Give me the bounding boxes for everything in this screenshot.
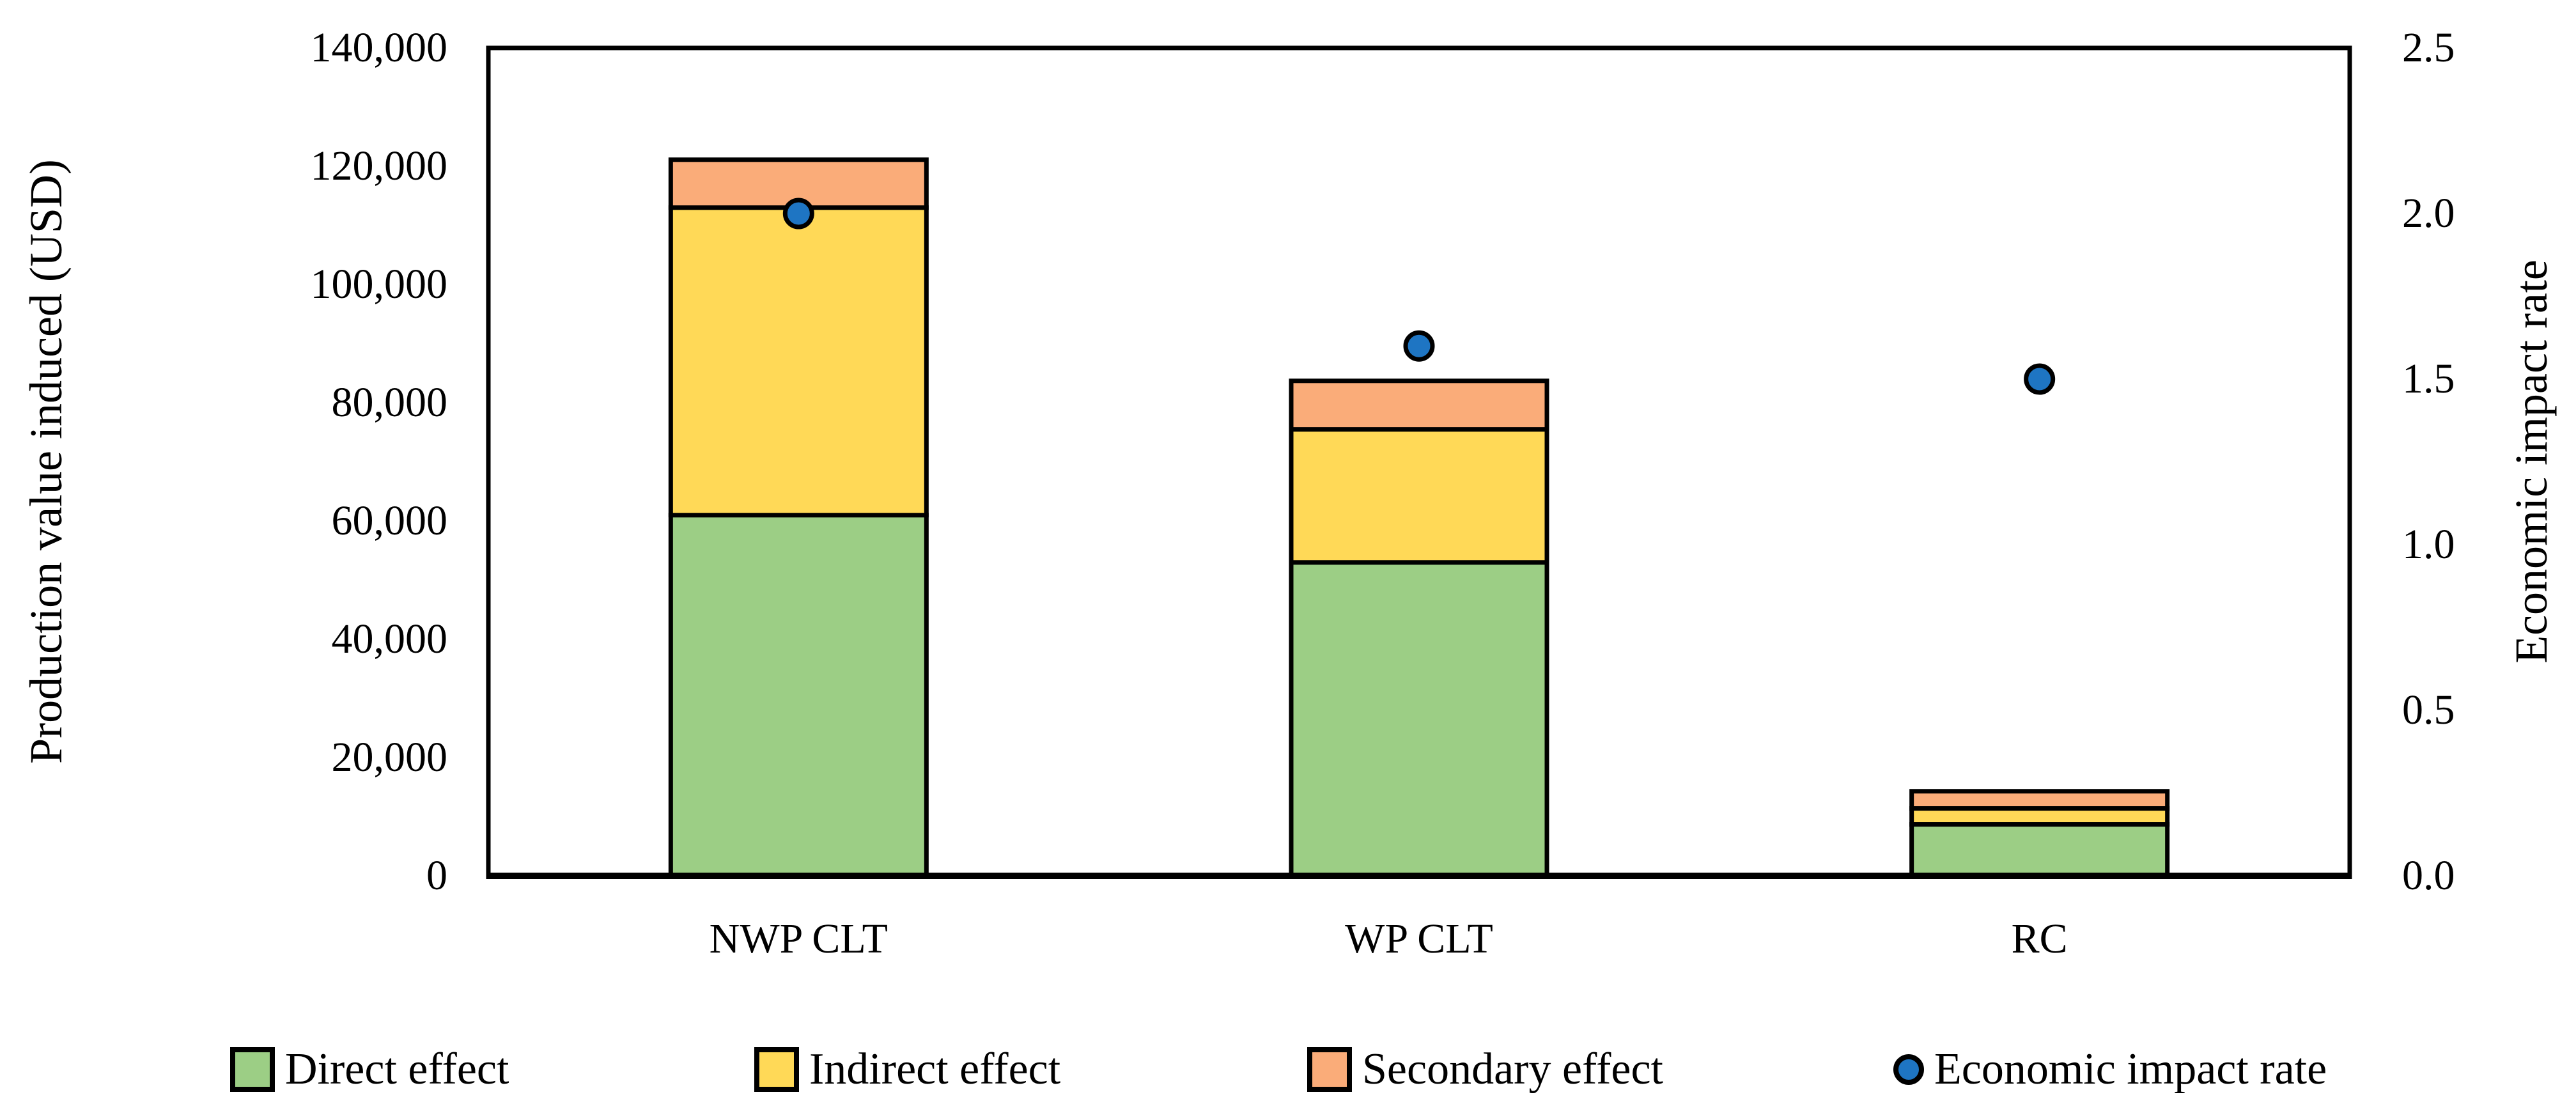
legend-label: Indirect effect bbox=[809, 1045, 1061, 1094]
bar-segment-direct-effect-rc bbox=[1909, 822, 2170, 878]
legend-entry-economic-impact-rate: Economic impact rate bbox=[1893, 1041, 2327, 1098]
bar-segment-direct-effect-nwp-clt bbox=[668, 513, 929, 878]
legend-entry-secondary-effect: Secondary effect bbox=[1307, 1041, 1663, 1098]
legend-entry-indirect-effect: Indirect effect bbox=[754, 1041, 1060, 1098]
y-axis-tick-20000: 20,000 bbox=[331, 734, 448, 781]
right-axis-title: Economic impact rate bbox=[2506, 260, 2557, 664]
category-label-wp-clt: WP CLT bbox=[1345, 915, 1493, 962]
category-label-rc: RC bbox=[2011, 915, 2068, 962]
legend-entry-direct-effect: Direct effect bbox=[230, 1041, 509, 1098]
bar-segment-direct-effect-wp-clt bbox=[1289, 560, 1549, 878]
y2-axis-tick-1.5: 1.5 bbox=[2402, 355, 2455, 402]
legend-square-swatch bbox=[754, 1047, 799, 1092]
legend-square-swatch bbox=[1307, 1047, 1352, 1092]
category-label-nwp-clt: NWP CLT bbox=[709, 915, 888, 962]
y-axis-tick-60000: 60,000 bbox=[331, 497, 448, 544]
bar-segment-secondary-effect-rc bbox=[1909, 789, 2170, 811]
bar-segment-indirect-effect-nwp-clt bbox=[668, 205, 929, 518]
y2-axis-tick-1.0: 1.0 bbox=[2402, 521, 2455, 568]
y2-axis-tick-2.5: 2.5 bbox=[2402, 24, 2455, 71]
y-axis-tick-100000: 100,000 bbox=[310, 261, 448, 307]
y-axis-tick-140000: 140,000 bbox=[310, 24, 448, 71]
legend-square-swatch bbox=[230, 1047, 275, 1092]
y2-axis-tick-0.5: 0.5 bbox=[2402, 687, 2455, 733]
y-axis-tick-40000: 40,000 bbox=[331, 616, 448, 662]
legend-circle-marker bbox=[1893, 1054, 1924, 1085]
y-axis-tick-120000: 120,000 bbox=[310, 143, 448, 189]
rate-dot-nwp-clt bbox=[782, 198, 814, 230]
y2-axis-tick-0.0: 0.0 bbox=[2402, 852, 2455, 899]
y2-axis-tick-2.0: 2.0 bbox=[2402, 190, 2455, 237]
y-axis-tick-80000: 80,000 bbox=[331, 379, 448, 426]
bar-segment-secondary-effect-wp-clt bbox=[1289, 378, 1549, 432]
y-axis-tick-0: 0 bbox=[426, 852, 447, 899]
bar-segment-indirect-effect-rc bbox=[1909, 806, 2170, 827]
legend-label: Economic impact rate bbox=[1934, 1045, 2327, 1094]
bar-segment-indirect-effect-wp-clt bbox=[1289, 427, 1549, 565]
left-axis-title: Production value induced (USD) bbox=[20, 159, 72, 764]
rate-dot-rc bbox=[2024, 363, 2056, 395]
legend-label: Secondary effect bbox=[1362, 1045, 1663, 1094]
rate-dot-wp-clt bbox=[1403, 330, 1435, 362]
legend-label: Direct effect bbox=[285, 1045, 509, 1094]
